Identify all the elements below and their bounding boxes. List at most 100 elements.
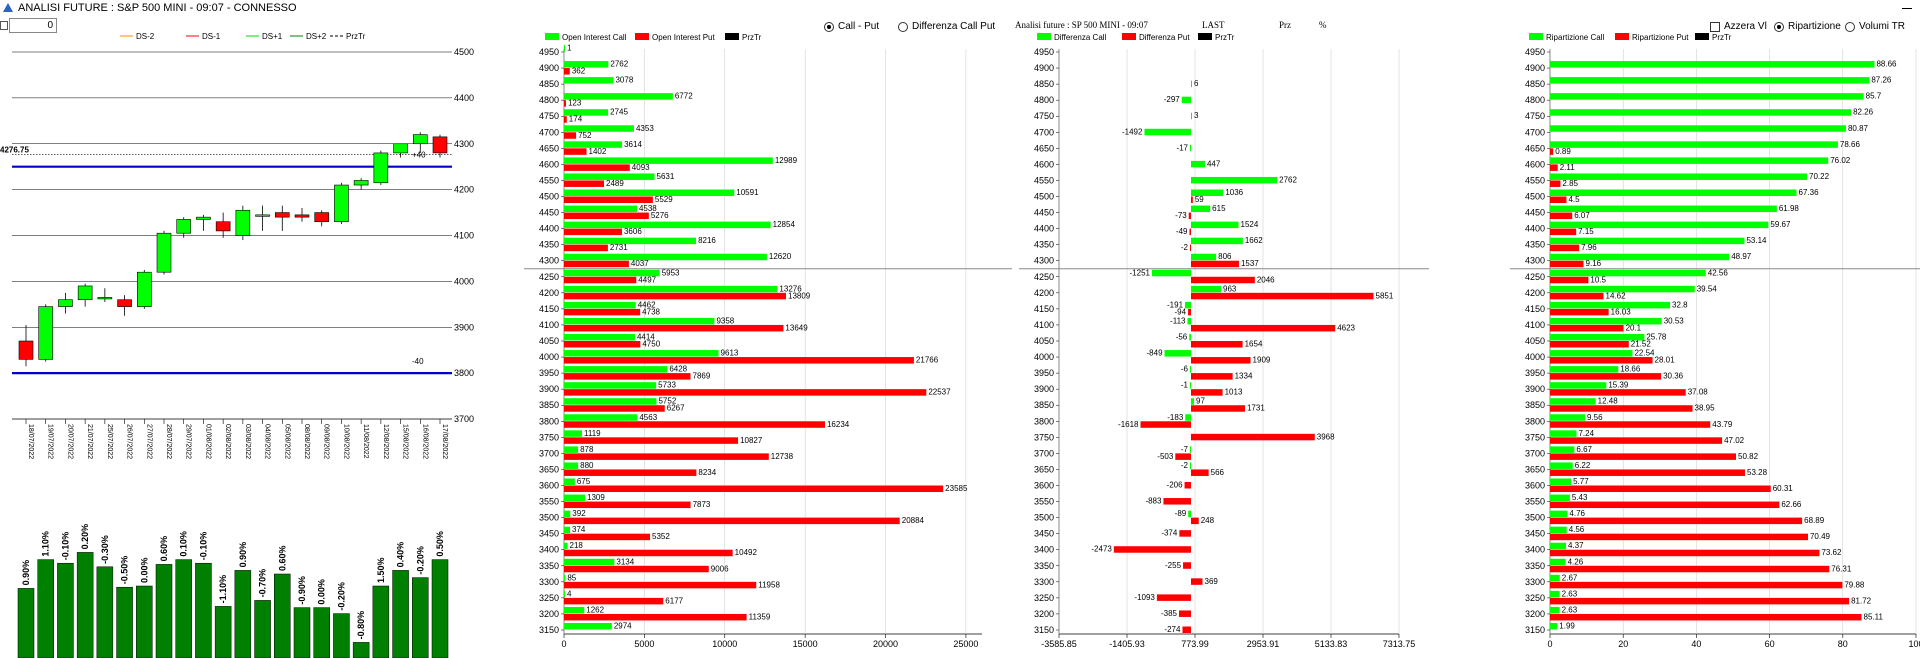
y-tick-label: 4000 <box>454 276 474 286</box>
last-price-label: 4276.75 <box>0 145 29 154</box>
y-tick-label: 4000 <box>539 352 559 362</box>
call-bar <box>564 478 575 485</box>
diff-label: -503 <box>1157 452 1174 461</box>
put-bar <box>564 324 784 332</box>
diff-call-bar <box>1185 301 1191 309</box>
radio-diff-call-put-icon[interactable] <box>898 21 908 32</box>
call-share-bar <box>1550 141 1838 148</box>
call-share-label: 61.98 <box>1779 204 1800 213</box>
call-share-label: 5.43 <box>1572 493 1588 502</box>
diff-bar <box>1179 530 1191 537</box>
put-bar <box>564 148 587 155</box>
x-tick-label: 16/08/2022 <box>421 424 428 459</box>
change-bar <box>234 570 252 658</box>
minimize-button[interactable] <box>1900 0 1914 14</box>
call-label: 675 <box>577 477 591 486</box>
put-share-label: 30.36 <box>1663 372 1684 381</box>
y-tick-label: 4450 <box>539 208 559 218</box>
y-tick-label: 3800 <box>454 368 474 378</box>
legend-label: Open Interest Call <box>562 33 627 42</box>
put-label: 3606 <box>624 227 642 236</box>
diff-label: -7 <box>1181 445 1189 454</box>
candle-body <box>255 214 270 217</box>
call-bar <box>564 334 635 341</box>
candle-body <box>294 214 310 218</box>
y-tick-label: 3600 <box>1034 481 1054 491</box>
call-share-bar <box>1550 462 1573 469</box>
put-label: 9006 <box>711 564 729 573</box>
change-label: 0.20% <box>80 524 90 550</box>
y-tick-label: 4000 <box>1525 352 1545 362</box>
radio-ripartizione-label: Ripartizione <box>1788 21 1841 32</box>
put-bar <box>564 180 605 187</box>
radio-volumi-tr-icon[interactable] <box>1845 21 1855 32</box>
diff-label: 566 <box>1211 468 1225 477</box>
diff-call-bar <box>1189 334 1191 341</box>
y-tick-label: 4500 <box>1034 192 1054 202</box>
put-bar <box>564 357 914 364</box>
y-tick-label: 4250 <box>539 272 559 282</box>
call-share-label: 4.56 <box>1569 525 1585 534</box>
y-tick-label: 4850 <box>539 79 559 89</box>
call-bar <box>564 446 579 453</box>
diff-call-bar <box>1190 446 1191 453</box>
put-bar <box>564 485 944 492</box>
radio-ripartizione-icon[interactable] <box>1774 21 1784 32</box>
put-share-bar <box>1550 549 1820 557</box>
call-label: 2974 <box>614 622 632 631</box>
put-label: 8234 <box>698 468 716 477</box>
diff-label: -89 <box>1175 509 1187 518</box>
diff-call-bar <box>1188 510 1191 518</box>
checkbox-azzera-box[interactable] <box>1710 21 1720 32</box>
y-tick-label: 3200 <box>539 609 559 619</box>
diff-call-bar <box>1191 253 1217 261</box>
call-share-bar <box>1550 237 1745 245</box>
call-share-bar <box>1550 542 1566 550</box>
change-label: 0.50% <box>435 531 445 557</box>
put-share-bar <box>1550 276 1589 284</box>
radio-ripartizione[interactable]: Ripartizione <box>1774 21 1841 32</box>
put-bar <box>564 132 577 139</box>
diff-bar <box>1184 482 1191 489</box>
y-tick-label: 3600 <box>539 481 559 491</box>
put-bar <box>564 212 649 220</box>
call-share-bar <box>1550 494 1570 502</box>
legend-label: DS+2 <box>306 32 327 41</box>
call-share-bar <box>1550 157 1829 164</box>
y-tick-label: 3550 <box>1525 497 1545 507</box>
call-label: 8216 <box>698 236 716 245</box>
call-share-label: 53.14 <box>1746 236 1767 245</box>
call-share-bar <box>1550 590 1560 598</box>
call-share-bar <box>1550 301 1671 309</box>
radio-call-put[interactable]: Call - Put <box>824 21 879 32</box>
put-share-bar <box>1550 389 1686 396</box>
change-bar <box>372 585 390 658</box>
x-tick-label: 17/08/2022 <box>441 424 448 459</box>
put-bar <box>564 613 747 621</box>
y-tick-label: 4250 <box>1525 272 1545 282</box>
y-tick-label: 3850 <box>539 400 559 410</box>
y-tick-label: 4850 <box>1034 79 1054 89</box>
put-label: 6177 <box>665 596 683 605</box>
change-label: -0.50% <box>120 556 130 585</box>
change-label: 0.40% <box>396 542 406 568</box>
diff-label: -17 <box>1176 143 1188 152</box>
y-tick-label: 3150 <box>1034 625 1054 635</box>
radio-diff-call-put[interactable]: Differenza Call Put <box>898 21 995 32</box>
radio-volumi-tr[interactable]: Volumi TR <box>1845 21 1905 32</box>
toolbar-checkbox[interactable] <box>0 21 8 30</box>
call-share-bar <box>1550 446 1575 453</box>
diff-bar <box>1190 144 1191 152</box>
radio-call-put-icon[interactable] <box>824 21 834 32</box>
x-tick-label: 02/08/2022 <box>224 424 231 459</box>
value-input[interactable]: 0 <box>9 18 57 33</box>
diff-label: 1013 <box>1225 388 1243 397</box>
put-label: 13809 <box>788 291 811 300</box>
call-label: 4462 <box>638 300 656 309</box>
call-share-bar <box>1550 398 1596 405</box>
y-tick-label: 4200 <box>539 288 559 298</box>
y-tick-label: 3700 <box>1034 448 1054 458</box>
checkbox-azzera[interactable]: Azzera Vl <box>1710 21 1767 32</box>
diff-label: -1 <box>1181 381 1189 390</box>
y-tick-label: 4950 <box>1034 47 1054 57</box>
